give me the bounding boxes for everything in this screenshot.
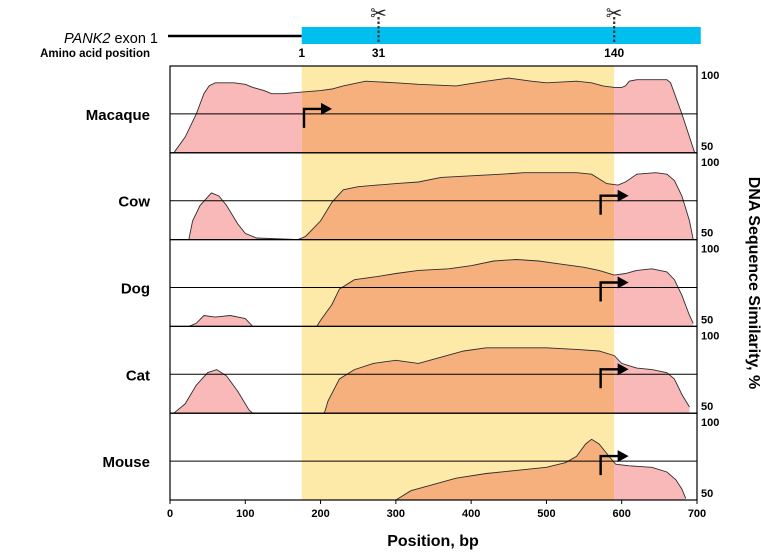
aa-position-1: 1: [298, 46, 305, 60]
y-tick-min: 50: [701, 228, 713, 240]
panels: Macaque10050Cow10050Dog10050Cat10050Mous…: [86, 65, 719, 501]
tss-arrowhead-icon: [617, 363, 629, 376]
aa-markers: 1 31 ✂ 140 ✂: [298, 3, 624, 60]
panel-macaque: Macaque 100 50: [86, 65, 719, 154]
tss-arrow-icon: [599, 454, 619, 476]
x-tick-label: 700: [688, 508, 706, 520]
y-tick-max: 100: [701, 70, 719, 82]
exon-bar: [301, 27, 701, 44]
tss-arrow-icon: [302, 107, 323, 128]
similarity-area-exon: [301, 78, 615, 153]
x-tick-label: 400: [462, 508, 480, 520]
aa-position-31: 31: [372, 46, 386, 60]
x-tick-label: 0: [167, 508, 173, 520]
plot-area: Macaque10050Cow10050Dog10050Cat10050Mous…: [86, 65, 719, 520]
species-label: Cat: [126, 367, 150, 384]
similarity-line: [188, 259, 694, 327]
y-tick-min: 50: [701, 401, 713, 413]
tss-arrow-icon: [599, 368, 619, 389]
x-tick-label: 600: [613, 508, 631, 520]
y-axis-label: DNA Sequence Similarity, %: [745, 177, 761, 390]
similarity-area-exon: [301, 347, 615, 414]
x-axis-label: Position, bp: [387, 533, 479, 550]
x-tick-label: 100: [236, 508, 254, 520]
gene-name: PANK2: [64, 31, 110, 47]
y-tick-max: 100: [701, 330, 719, 342]
y-tick-max: 100: [701, 417, 719, 429]
x-tick-label: 500: [537, 508, 555, 520]
gene-title: PANK2 exon 1: [64, 31, 158, 47]
x-axis: 0 100 200 300 400 500 600 700: [167, 500, 706, 520]
tss-arrowhead-icon: [617, 189, 629, 202]
scissors-icon: ✂: [606, 3, 623, 25]
y-tick-min: 50: [701, 141, 713, 153]
aa-position-140: 140: [604, 46, 624, 60]
panel-dog: Dog 100 50: [121, 239, 719, 328]
panel-cat: Cat 100 50: [126, 325, 719, 414]
similarity-line: [188, 172, 694, 241]
tss-arrowhead-icon: [321, 102, 333, 115]
tss-arrow-icon: [599, 194, 619, 215]
y-tick-min: 50: [701, 314, 713, 326]
similarity-area-exon: [301, 172, 615, 240]
similarity-area-exon: [395, 439, 615, 500]
exon-header: PANK2 exon 1 Amino acid position 1 31 ✂ 140…: [40, 3, 701, 60]
y-tick-max: 100: [701, 157, 719, 169]
scissors-icon: ✂: [370, 3, 387, 25]
amino-acid-position-label: Amino acid position: [40, 48, 150, 60]
species-label: Cow: [118, 194, 150, 211]
similarity-line: [173, 77, 696, 154]
y-tick-min: 50: [701, 488, 713, 500]
species-label: Dog: [121, 281, 150, 298]
similarity-line: [395, 438, 687, 501]
similarity-line: [173, 347, 690, 414]
tss-arrowhead-icon: [617, 450, 629, 463]
tss-arrowhead-icon: [617, 276, 629, 289]
exon-name: exon 1: [110, 31, 158, 47]
species-label: Mouse: [102, 454, 150, 471]
panel-cow: Cow 100 50: [118, 152, 719, 241]
panel-frame: [169, 412, 698, 501]
species-label: Macaque: [86, 107, 150, 124]
tss-arrow-icon: [599, 281, 619, 302]
y-tick-max: 100: [701, 244, 719, 256]
panel-mouse: Mouse 100 50: [102, 412, 719, 501]
x-tick-label: 200: [311, 508, 329, 520]
x-tick-label: 300: [387, 508, 405, 520]
